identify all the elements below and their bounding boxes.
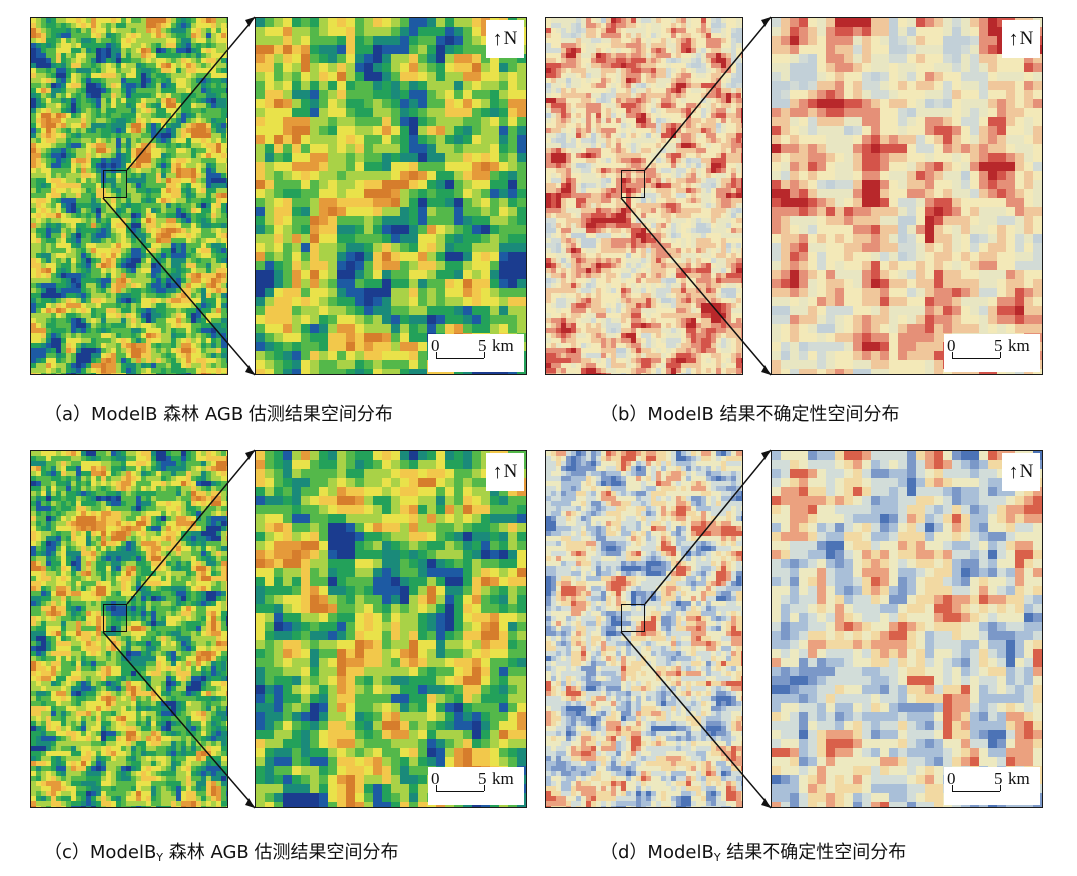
agb-raster-overview-a — [31, 18, 227, 374]
connector-arrowhead — [245, 365, 255, 375]
zoom-extent-box-d[interactable] — [621, 604, 645, 632]
north-arrow-icon: ↑ — [1008, 28, 1019, 50]
connector-arrowhead — [761, 17, 771, 27]
zoom-extent-box-c[interactable] — [103, 604, 127, 632]
caption-c: （c）ModelBY 森林 AGB 估测结果空间分布 — [44, 842, 399, 864]
north-arrow-icon: ↑ — [1008, 461, 1019, 483]
caption-a: （a）ModelB 森林 AGB 估测结果空间分布 — [44, 404, 393, 425]
zoom-map-c[interactable]: ↑ N 0 5 km — [255, 450, 527, 808]
connector-arrowhead — [761, 365, 771, 375]
uncertainty-raster-zoom-b — [772, 18, 1042, 374]
connector-arrowhead — [245, 798, 255, 808]
agb-raster-overview-c — [31, 451, 227, 807]
scale-bar-c: 0 5 km — [428, 767, 524, 805]
north-arrow-b: ↑ N — [1002, 20, 1040, 58]
overview-map-a[interactable] — [30, 17, 228, 375]
scale-bar-b: 0 5 km — [944, 334, 1040, 372]
north-arrow-icon: ↑ — [492, 28, 503, 50]
zoom-extent-box-b[interactable] — [621, 170, 645, 198]
connector-arrowhead — [245, 17, 255, 27]
north-arrow-d: ↑ N — [1002, 453, 1040, 491]
north-arrow-a: ↑ N — [486, 20, 524, 58]
caption-b: （b）ModelB 结果不确定性空间分布 — [600, 404, 900, 425]
zoom-map-b[interactable]: ↑ N 0 5 km — [771, 17, 1043, 375]
connector-arrowhead — [761, 450, 771, 460]
connector-arrowhead — [761, 798, 771, 808]
agb-raster-zoom-c — [256, 451, 526, 807]
caption-d: （d）ModelBY 结果不确定性空间分布 — [600, 842, 907, 864]
scale-bar-a: 0 5 km — [428, 334, 524, 372]
uncertainty-raster-zoom-d — [772, 451, 1042, 807]
connector-arrowhead — [245, 450, 255, 460]
north-arrow-c: ↑ N — [486, 453, 524, 491]
north-arrow-icon: ↑ — [492, 461, 503, 483]
agb-raster-zoom-a — [256, 18, 526, 374]
zoom-map-a[interactable]: ↑ N 0 5 km — [255, 17, 527, 375]
overview-map-c[interactable] — [30, 450, 228, 808]
zoom-map-d[interactable]: ↑ N 0 5 km — [771, 450, 1043, 808]
zoom-extent-box-a[interactable] — [103, 170, 127, 198]
scale-bar-d: 0 5 km — [944, 767, 1040, 805]
